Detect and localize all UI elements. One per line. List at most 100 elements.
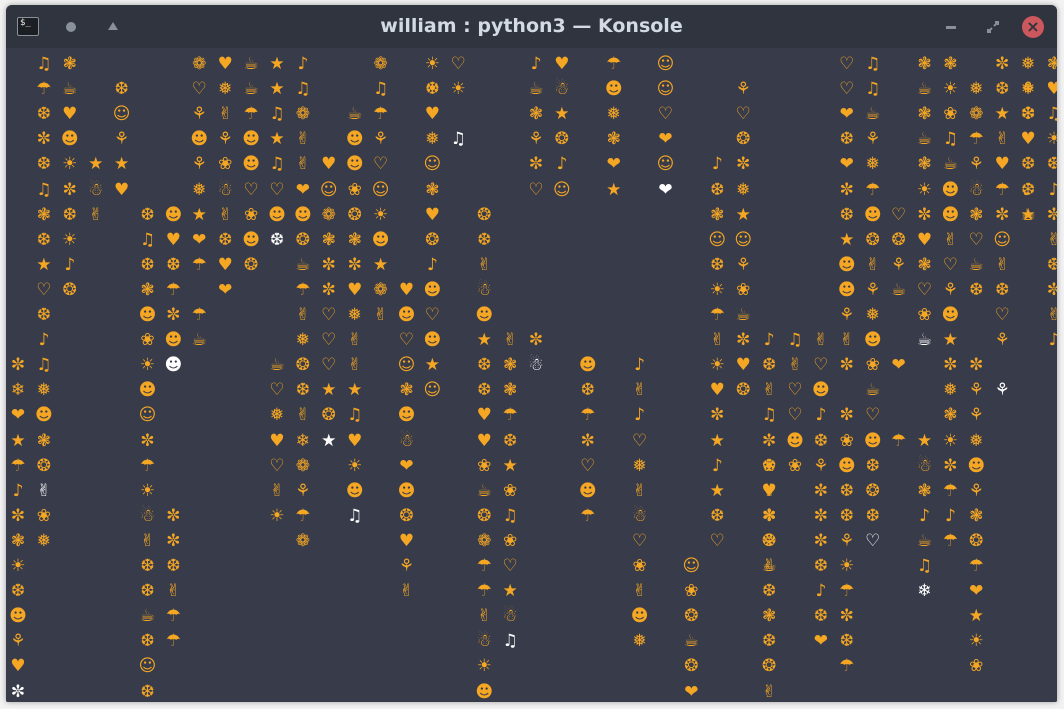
terminal-glyph: ♪	[38, 330, 50, 351]
terminal-glyph: ✼	[813, 480, 829, 501]
terminal-glyph: ❤	[658, 179, 673, 200]
pin-button[interactable]	[60, 16, 82, 38]
terminal-glyph: ☃	[88, 179, 104, 200]
terminal-glyph: ♡	[528, 179, 544, 200]
terminal-glyph: ☻	[371, 229, 390, 250]
terminal-glyph: ☻	[837, 279, 856, 300]
terminal-glyph: ❆	[269, 229, 285, 250]
terminal-glyph: ♫	[347, 505, 363, 526]
terminal-glyph: ❂	[477, 505, 492, 526]
terminal-glyph: ♫	[502, 631, 518, 652]
terminal-glyph: ☻	[397, 480, 416, 501]
terminal-glyph: ✌	[632, 380, 647, 401]
terminal-glyph: ❃	[502, 380, 518, 401]
terminal-glyph: ♥	[217, 254, 233, 275]
terminal-glyph: ☻	[35, 405, 53, 426]
terminal-glyph: ❂	[865, 229, 880, 250]
terminal-glyph: ☺	[656, 54, 675, 74]
terminal-glyph: ❆	[502, 430, 518, 451]
terminal-glyph: ☕	[968, 254, 984, 275]
terminal-glyph: ✼	[839, 179, 854, 200]
terminal-glyph: ❃	[917, 154, 932, 175]
terminal-glyph: ★	[709, 480, 725, 501]
terminal-output[interactable]: ✼ ❄ ❤ ★ ☂ ♪ ✼ ❃ ☀ ❆ ☻ ⚘ ♥ ✼ ♫ ☂ ❆ ✼ ❆ ♫ ❃ ❆ ★ ♡ ❆ ♪ ♫ ❅ ☻ ❃ ❂ ✌ ❀ ❅ ❃ ☕ ♥ ☻ ☀ ✼…	[6, 48, 1057, 702]
terminal-glyph: ❆	[580, 380, 595, 401]
terminal-glyph: ✼	[736, 330, 751, 351]
terminal-glyph: ♡	[839, 79, 855, 100]
titlebar[interactable]: $_ william : python3 — Konsole ×	[6, 5, 1057, 48]
terminal-glyph: ❆	[1046, 254, 1057, 275]
terminal-glyph: ✌	[166, 581, 181, 602]
terminal-glyph: ❆	[710, 254, 725, 275]
terminal-glyph: ❂	[295, 229, 311, 250]
terminal-glyph: ❆	[477, 355, 492, 376]
terminal-glyph: ♥	[62, 104, 78, 125]
terminal-glyph: ☺	[319, 179, 338, 200]
terminal-glyph: ⚘	[398, 556, 415, 576]
terminal-glyph: ❂	[425, 229, 440, 250]
terminal-glyph: ❤	[891, 355, 906, 376]
terminal-glyph: ♥	[476, 430, 492, 451]
terminal-glyph: ✌	[710, 330, 725, 351]
terminal-glyph: ☻	[138, 305, 157, 325]
terminal-glyph: ❂	[761, 530, 777, 551]
terminal-glyph: ★	[347, 380, 363, 401]
terminal-glyph: ♥	[424, 204, 441, 225]
terminal-glyph: ☂	[295, 279, 311, 300]
terminal-glyph: ❀	[218, 154, 233, 175]
terminal-glyph: ♫	[295, 79, 311, 100]
terminal-glyph: ✼	[839, 355, 854, 376]
terminal-glyph: ☃	[217, 179, 233, 200]
terminal-glyph: ❆	[1020, 179, 1036, 200]
terminal-glyph: ✌	[761, 681, 777, 702]
terminal-glyph: ☕	[916, 330, 933, 351]
terminal-glyph: ♥	[424, 104, 441, 125]
terminal-glyph: ♡	[839, 54, 855, 74]
terminal-glyph: ❅	[347, 305, 362, 325]
terminal-glyph: ♫	[139, 229, 156, 250]
terminal-glyph: ⚘	[528, 129, 544, 150]
terminal-glyph: ☻	[578, 355, 597, 376]
terminal-glyph: ☻	[164, 330, 183, 351]
terminal-glyph: ✼	[321, 279, 336, 300]
terminal-glyph: ★	[113, 154, 130, 175]
terminal-glyph: ♫	[36, 179, 52, 200]
maximize-button[interactable]	[982, 16, 1004, 38]
terminal-glyph: ✌	[295, 405, 311, 426]
terminal-glyph: ☻	[345, 480, 364, 501]
terminal-glyph: ♥	[761, 480, 777, 501]
close-button[interactable]: ×	[1022, 16, 1044, 38]
terminal-glyph: ☕	[243, 79, 259, 100]
terminal-glyph: ⚘	[839, 305, 855, 325]
terminal-glyph: ☂	[839, 581, 855, 602]
terminal-glyph: ☻	[941, 204, 960, 225]
terminal-glyph: ❄	[917, 581, 932, 602]
terminal-glyph: ☂	[243, 104, 259, 125]
terminal-glyph: ❆	[1020, 104, 1036, 125]
terminal-glyph: ♥	[269, 430, 285, 451]
terminal-glyph: ✼	[528, 330, 544, 351]
terminal-glyph: ☀	[139, 480, 156, 501]
terminal-glyph: ✼	[140, 430, 155, 451]
terminal-glyph: ✼	[528, 154, 544, 175]
terminal-glyph: ❆	[761, 455, 777, 476]
terminal-glyph: ✌	[140, 530, 155, 551]
terminal-glyph: ☀	[62, 154, 78, 175]
terminal-glyph: ❅	[295, 330, 311, 351]
terminal-glyph: ♡	[657, 104, 674, 125]
terminal-glyph: ♡	[916, 279, 933, 300]
minimize-button[interactable]	[940, 16, 962, 38]
terminal-glyph: ❤	[813, 631, 829, 652]
terminal-glyph: ☻	[164, 355, 183, 376]
konsole-app-icon[interactable]: $_	[17, 17, 39, 36]
terminal-glyph: ❃	[321, 229, 336, 250]
terminal-glyph: ☃	[476, 279, 492, 300]
terminal-glyph: ♪	[1048, 179, 1057, 200]
terminal-glyph: ❂	[891, 229, 906, 250]
terminal-glyph: ♪	[530, 54, 542, 74]
terminal-glyph: ♫	[36, 355, 52, 376]
terminal-glyph: ☕	[295, 254, 311, 275]
terminal-glyph: ✼	[1046, 204, 1057, 225]
terminal-glyph: ☻	[475, 681, 494, 702]
keep-above-button[interactable]	[102, 16, 124, 38]
